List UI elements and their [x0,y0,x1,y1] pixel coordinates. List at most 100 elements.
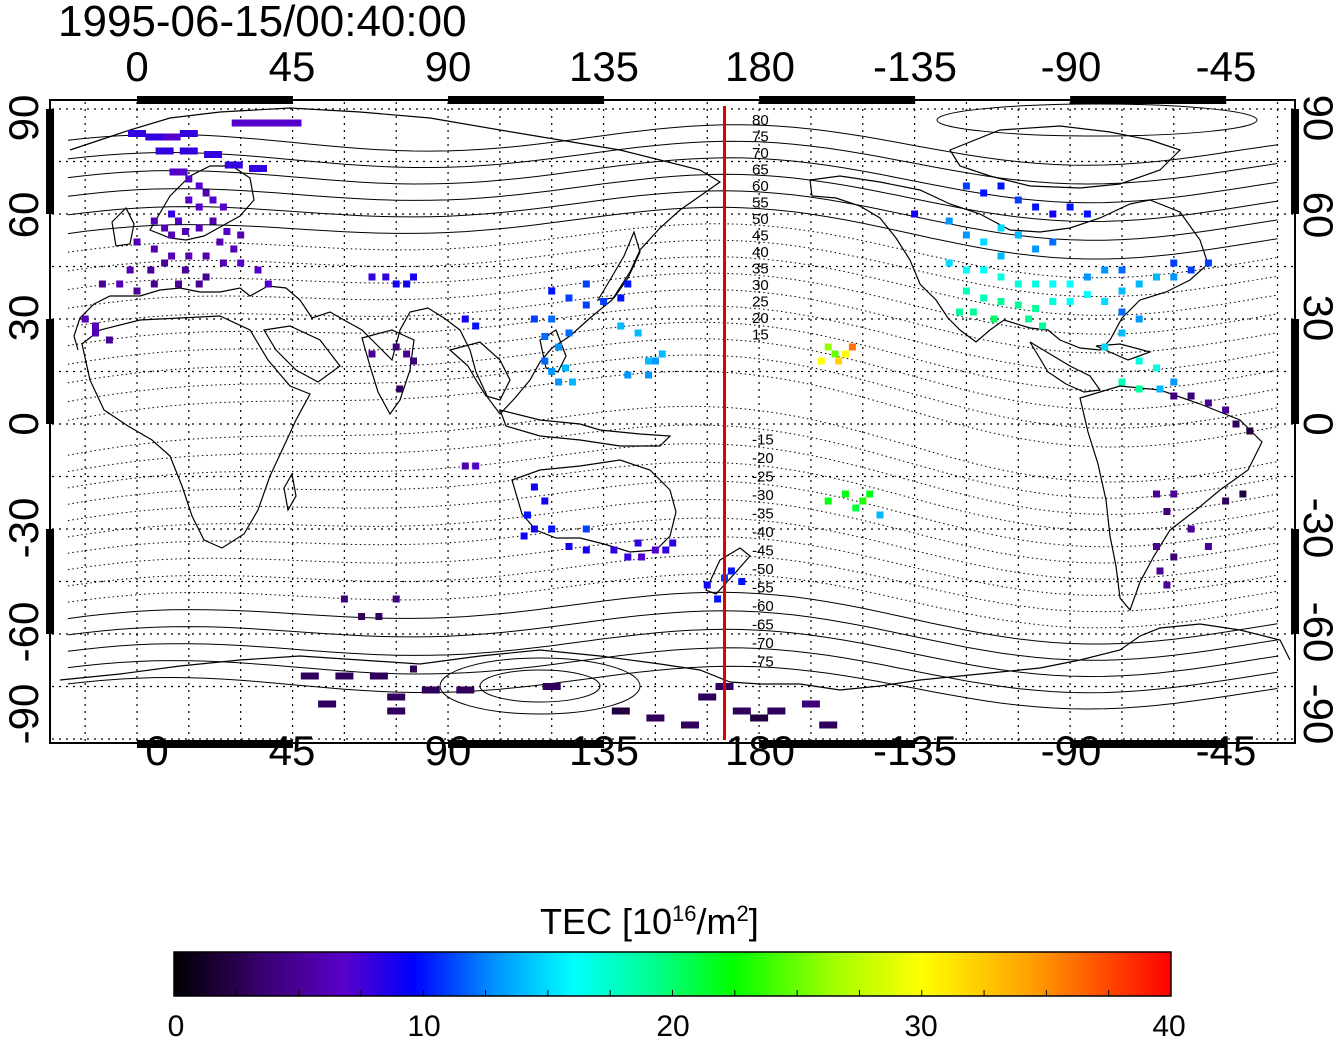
mag-lat-contour [67,338,1278,410]
tec-point [410,357,417,365]
tec-point [168,231,176,239]
tec-point [202,273,210,281]
tec-point [1032,245,1040,253]
coastline-greenland [949,125,1182,189]
tec-point [161,224,169,232]
mag-lat-contour [67,223,1278,279]
tec-point [237,231,245,239]
tec-point [1239,490,1247,498]
tec-point [582,301,590,309]
mag-lat-contour [67,480,1278,548]
tec-point [852,504,860,512]
tec-point [1032,280,1040,288]
tec-point [582,546,590,554]
tec-point [962,231,970,239]
tec-point [681,721,699,729]
tec-point [1014,231,1022,239]
tec-point [645,371,652,379]
tec-point [565,294,573,302]
mag-lat-contour [67,288,1278,354]
tec-point [421,686,440,694]
mag-lat-contour [67,424,1278,499]
mag-lat-contour [67,405,1278,483]
frame-bar-top [759,96,916,104]
tec-point [1204,399,1212,407]
coastline-caribbean [1095,343,1152,361]
tec-point [624,371,632,379]
frame-bar-right [1291,319,1299,424]
tec-point [264,280,272,288]
top-axis-tick: 135 [568,43,640,90]
tec-point [611,707,630,715]
tec-point [403,350,411,358]
tec-point [1049,210,1057,218]
tec-point [340,595,348,603]
mag-lat-contour [67,124,1278,166]
frame-tick-bars [46,96,1299,748]
mag-lat-contour [67,443,1278,515]
frame-bar-top [448,96,605,104]
tec-point [565,543,573,550]
tec-point [727,567,735,575]
colorbar [173,951,1172,997]
tec-point [387,707,406,715]
tec-point [1118,378,1126,386]
colorbar-title: TEC [1016/m2] [540,894,759,942]
tec-point [126,266,134,274]
frame-bar-bottom [759,740,916,748]
tec-point [980,294,988,302]
tec-point [997,298,1005,305]
tec-point [472,322,480,330]
tec-point [133,238,141,246]
coastline-antarctica [59,623,1291,691]
tec-point [565,329,573,337]
tec-point [956,308,963,316]
tec-point [997,182,1005,190]
bottom-axis-tick: -90 [1040,727,1102,774]
tec-point [582,525,590,533]
coastline-south-america [1079,385,1263,612]
tec-point [1083,291,1091,298]
tec-point [181,228,189,235]
tec-point [732,707,751,715]
tec-point [651,357,659,365]
mag-lat-contour [67,140,1278,185]
tec-point [562,364,569,372]
frame-bar-bottom [1070,740,1227,748]
tec-point [1049,238,1057,246]
tec-point [230,245,238,253]
tec-point [1204,259,1212,267]
tec-point [216,238,224,246]
tec-point [396,385,404,393]
mag-lat-contour [67,370,1278,448]
coastline-north-america [809,175,1209,351]
mag-lat-contour [67,239,1278,298]
colorbar-tick: 0 [167,1010,185,1043]
contour-label: 75 [752,128,769,145]
tec-point [195,224,203,232]
tec-point [669,539,677,547]
tec-point [1153,490,1160,498]
tec-point [801,700,820,708]
tec-point [962,182,970,190]
colorbar-title-suffix: ] [748,901,759,942]
tec-point [1118,287,1126,295]
contour-label: -55 [752,579,774,596]
tec-point [990,315,998,323]
coastline-europe-asia [69,107,722,415]
contour-label: -60 [752,598,774,615]
tec-point [1222,406,1230,414]
contour-label: 35 [752,260,769,277]
tec-point [658,350,666,358]
tec-point [980,266,988,274]
tec-point [266,119,285,127]
bottom-axis-tick: -135 [872,727,958,774]
top-axis-tick: -135 [872,43,958,90]
mag-lat-contour [67,321,1278,392]
tec-point [1014,301,1022,309]
tec-point [237,259,245,267]
top-axis-tick: 180 [724,43,796,90]
tec-point [1066,203,1074,211]
frame-bar-right [1291,529,1299,634]
tec-point [582,280,590,288]
